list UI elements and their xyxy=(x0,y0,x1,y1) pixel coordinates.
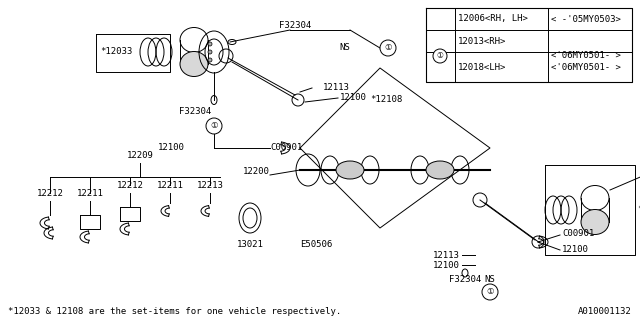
Text: *12033: *12033 xyxy=(100,47,132,57)
Text: 12013<RH>: 12013<RH> xyxy=(458,36,506,45)
Text: 12100: 12100 xyxy=(158,143,185,153)
Text: 12006<RH, LH>: 12006<RH, LH> xyxy=(458,14,528,23)
Text: 12211: 12211 xyxy=(157,181,184,190)
Text: 12212: 12212 xyxy=(116,181,143,190)
Text: 13021: 13021 xyxy=(237,240,264,249)
Text: < -'05MY0503>: < -'05MY0503> xyxy=(551,14,621,23)
Text: 12113: 12113 xyxy=(433,251,460,260)
Text: 12212: 12212 xyxy=(36,189,63,198)
Text: F32304: F32304 xyxy=(179,108,211,116)
Circle shape xyxy=(380,40,396,56)
Text: 12113: 12113 xyxy=(323,84,350,92)
Text: ①: ① xyxy=(486,287,493,297)
Ellipse shape xyxy=(208,50,212,54)
Circle shape xyxy=(482,284,498,300)
Ellipse shape xyxy=(208,58,212,62)
Circle shape xyxy=(433,49,447,63)
Ellipse shape xyxy=(426,161,454,179)
Text: 12209: 12209 xyxy=(127,150,154,159)
Text: F32304: F32304 xyxy=(279,20,311,29)
Text: 12100: 12100 xyxy=(340,93,367,102)
Text: 12213: 12213 xyxy=(196,181,223,190)
Text: *12108: *12108 xyxy=(370,95,403,105)
Text: 12100: 12100 xyxy=(562,245,589,254)
Text: ①: ① xyxy=(436,52,444,60)
Text: 12200: 12200 xyxy=(243,167,270,177)
Text: 12211: 12211 xyxy=(77,189,104,198)
Text: ①: ① xyxy=(384,44,392,52)
Text: NS: NS xyxy=(340,44,350,52)
Text: <'06MY0501- >: <'06MY0501- > xyxy=(551,62,621,71)
Ellipse shape xyxy=(180,52,208,76)
Text: C00901: C00901 xyxy=(270,143,302,153)
Ellipse shape xyxy=(208,42,212,46)
Text: ①: ① xyxy=(211,122,218,131)
Text: NS: NS xyxy=(484,276,495,284)
Text: *12033 & 12108 are the set-items for one vehicle respectively.: *12033 & 12108 are the set-items for one… xyxy=(8,308,341,316)
Circle shape xyxy=(206,118,222,134)
Ellipse shape xyxy=(581,210,609,235)
Text: *12033: *12033 xyxy=(637,205,640,214)
Ellipse shape xyxy=(336,161,364,179)
Text: 12018<LH>: 12018<LH> xyxy=(458,62,506,71)
Text: A010001132: A010001132 xyxy=(579,308,632,316)
Text: F32304: F32304 xyxy=(449,276,481,284)
Text: <'06MY0501- >: <'06MY0501- > xyxy=(551,52,621,60)
Text: C00901: C00901 xyxy=(562,228,595,237)
Text: 12100: 12100 xyxy=(433,260,460,269)
Text: E50506: E50506 xyxy=(300,240,332,249)
